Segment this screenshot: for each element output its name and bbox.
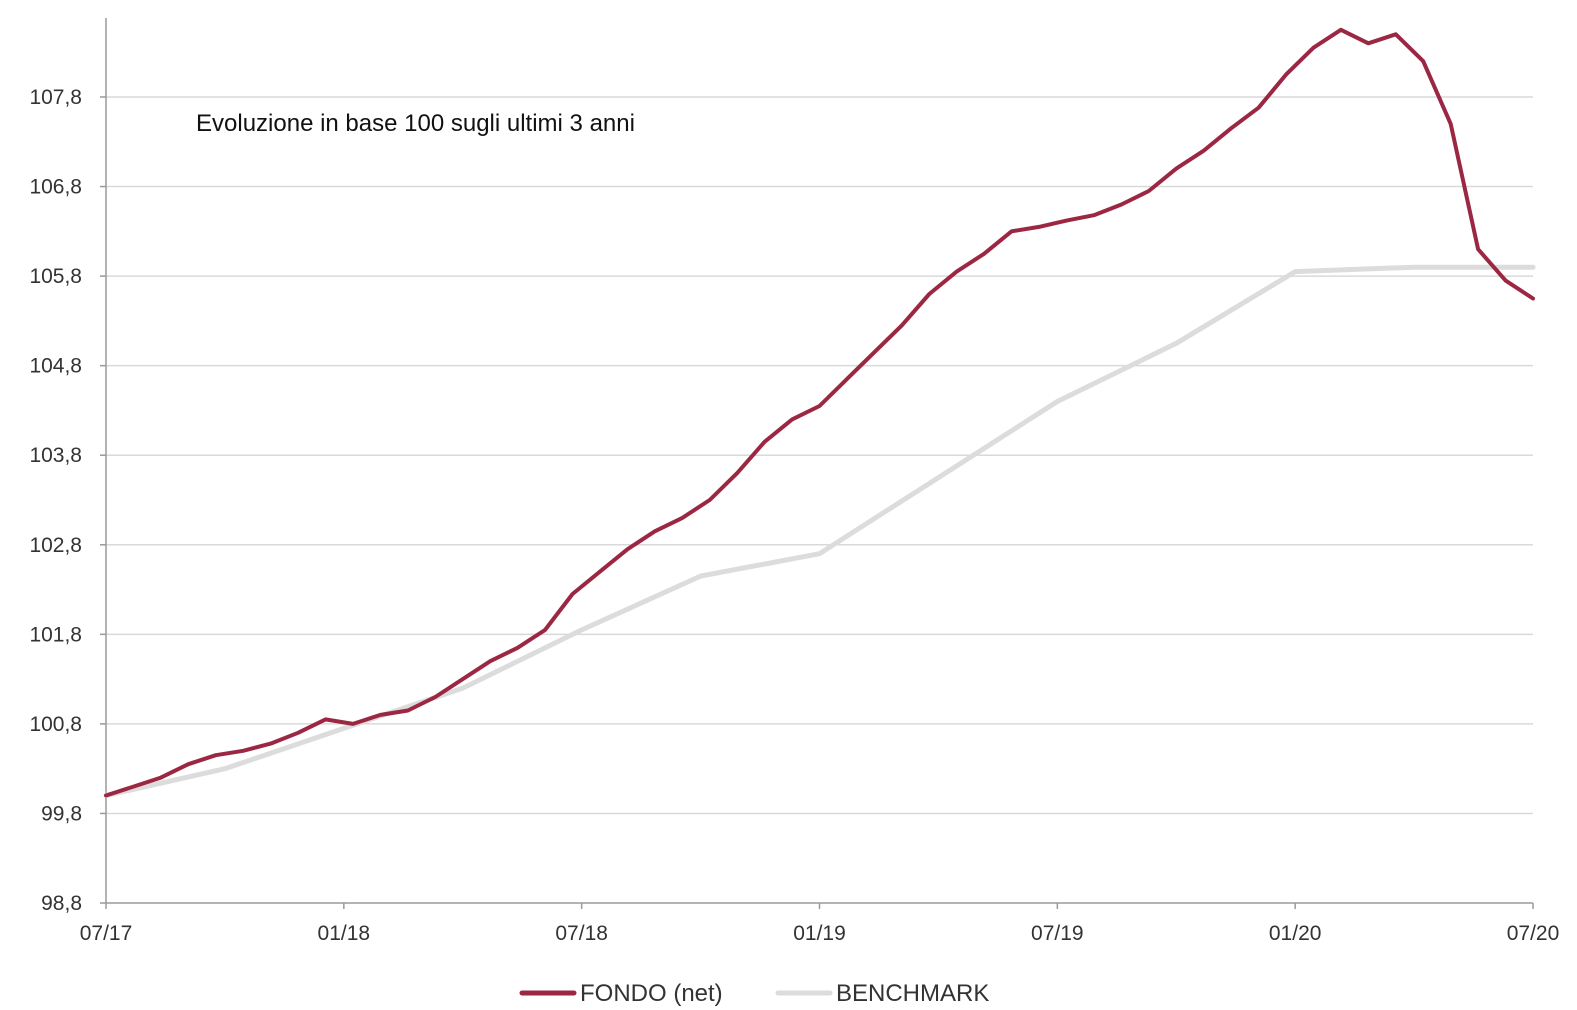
series-layer: [103, 27, 1536, 798]
axes: [105, 18, 1533, 904]
y-tick-label: 104,8: [29, 355, 82, 378]
legend-item-benchmark-label: BENCHMARK: [836, 980, 989, 1007]
series-line-benchmark: [103, 264, 1536, 798]
x-tick-label: 07/17: [80, 922, 133, 945]
x-tick-label: 07/18: [555, 922, 608, 945]
x-tick-label: 07/19: [1031, 922, 1084, 945]
x-tick-label: 01/19: [793, 922, 846, 945]
y-tick-label: 106,8: [29, 176, 82, 199]
y-tick-labels: 98,8 99,8 100,8 101,8 102,8 103,8 104,8 105,8 10…: [29, 86, 106, 915]
x-tick-label: 01/20: [1269, 922, 1322, 945]
y-tick-label: 105,8: [29, 265, 82, 288]
y-tick-label: 101,8: [29, 623, 82, 646]
y-tick-label: 103,8: [29, 444, 82, 467]
y-tick-label: 98,8: [41, 892, 82, 915]
series-line-fondo: [104, 27, 1535, 798]
gridlines: [106, 96, 1533, 815]
legend-item-fondo-label: FONDO (net): [580, 980, 723, 1007]
y-tick-label: 100,8: [29, 713, 82, 736]
y-tick-label: 107,8: [29, 86, 82, 109]
y-tick-label: 99,8: [41, 802, 82, 825]
x-tick-labels: 07/17 01/18 07/18 01/19 07/19 01/20 07/20: [80, 903, 1560, 945]
x-tick-label: 07/20: [1507, 922, 1560, 945]
x-tick-label: 01/18: [318, 922, 371, 945]
y-tick-label: 102,8: [29, 534, 82, 557]
chart-title: Evoluzione in base 100 sugli ultimi 3 an…: [196, 110, 635, 137]
legend: FONDO (net) BENCHMARK: [519, 980, 989, 1007]
